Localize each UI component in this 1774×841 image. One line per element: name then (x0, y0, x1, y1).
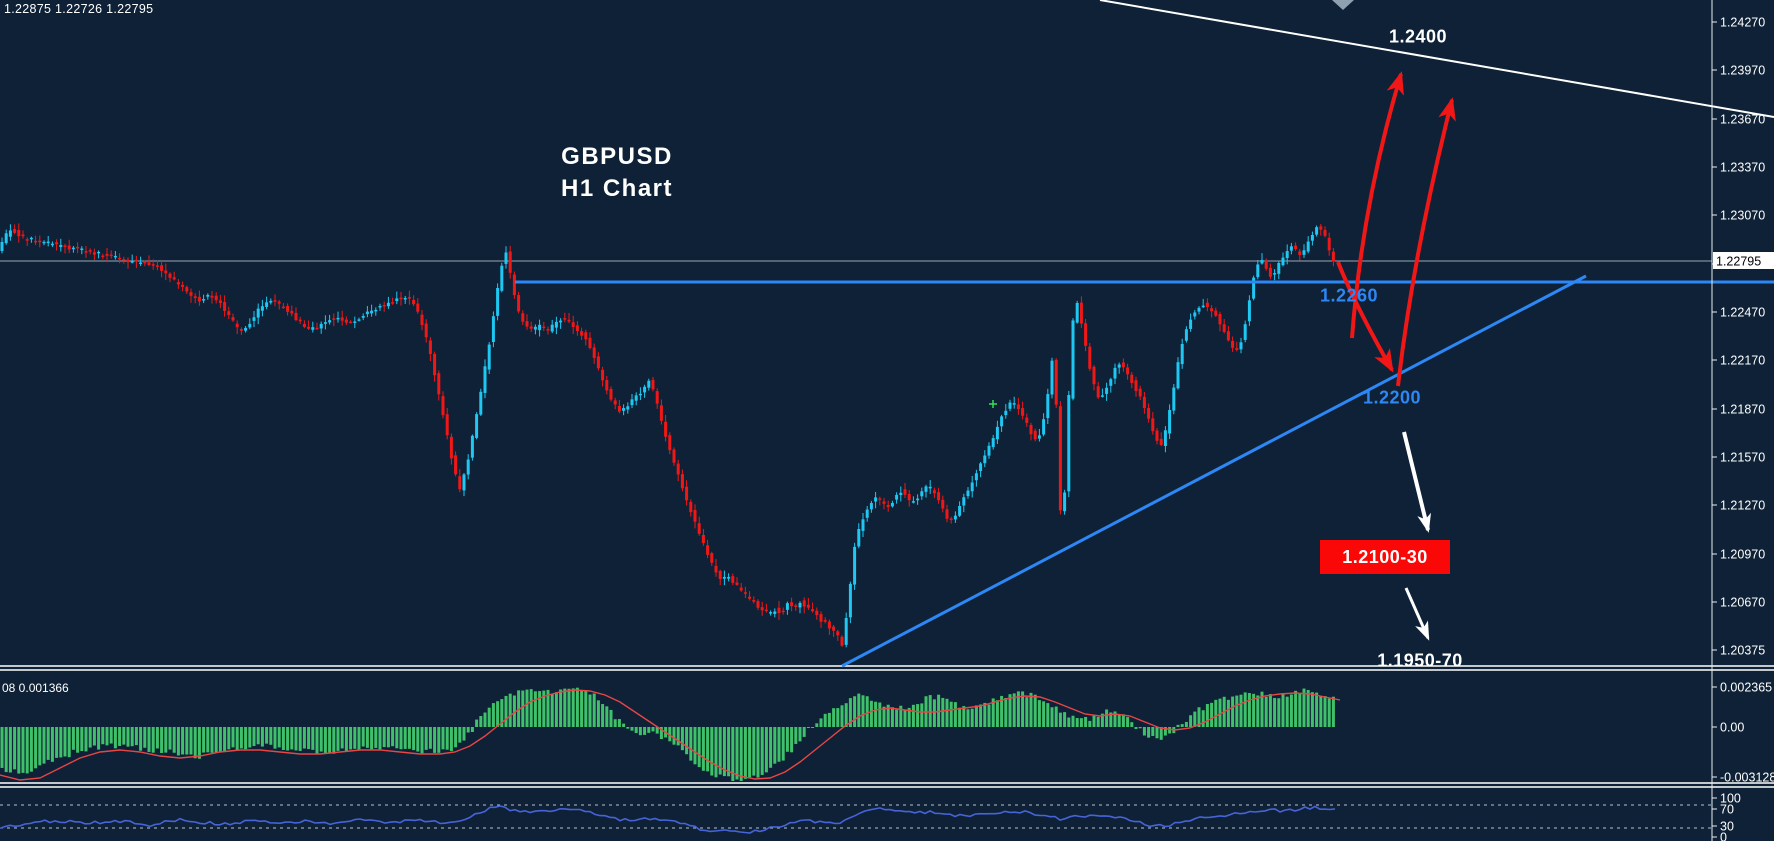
svg-text:1.20670: 1.20670 (1720, 596, 1765, 610)
ohlc-quote-readout: 1.22875 1.22726 1.22795 (4, 2, 154, 16)
price-candles-layer (0, 223, 1712, 648)
svg-text:-0.003128: -0.003128 (1720, 771, 1774, 785)
svg-text:0: 0 (1720, 831, 1727, 841)
rsi-indicator-layer (0, 805, 1336, 834)
svg-text:100: 100 (1720, 792, 1741, 806)
svg-text:0.002365: 0.002365 (1720, 681, 1772, 695)
projection-arrow-red-1[interactable] (1396, 97, 1456, 387)
chart-title-symbol[interactable]: GBPUSD (561, 143, 673, 170)
projection-arrow-red-0[interactable] (1336, 261, 1394, 373)
svg-text:70: 70 (1720, 803, 1734, 817)
projection-arrow-red-2[interactable] (1350, 71, 1404, 339)
svg-text:30: 30 (1720, 820, 1734, 834)
trendline-price-label[interactable]: 1.2200 (1362, 387, 1422, 408)
macd-indicator-layer (0, 687, 1341, 781)
projection-arrow-white-3[interactable] (1402, 431, 1431, 533)
svg-text:1.22795: 1.22795 (1716, 255, 1761, 269)
svg-text:1.20970: 1.20970 (1720, 548, 1765, 562)
upper-target-label[interactable]: 1.2400 (1388, 26, 1448, 47)
svg-text:1.23670: 1.23670 (1720, 113, 1765, 127)
indicator-level-lines (0, 804, 1712, 829)
chart-title-timeframe[interactable]: H1 Chart (560, 175, 674, 202)
svg-text:1.21270: 1.21270 (1720, 499, 1765, 513)
ascending-trendline[interactable] (841, 274, 1587, 668)
svg-text:1.23370: 1.23370 (1720, 161, 1765, 175)
svg-text:1.22170: 1.22170 (1720, 354, 1765, 368)
descending-trendline[interactable] (1099, 0, 1774, 118)
support-zone-box[interactable]: 1.2100-30 (1320, 540, 1450, 574)
svg-text:1.21870: 1.21870 (1720, 403, 1765, 417)
svg-text:1.21570: 1.21570 (1720, 451, 1765, 465)
svg-text:1.22470: 1.22470 (1720, 306, 1765, 320)
current-price-tag (1713, 252, 1774, 269)
macd-value-readout: 08 0.001366 (2, 681, 69, 695)
svg-text:1.23070: 1.23070 (1720, 209, 1765, 223)
svg-text:1.20375: 1.20375 (1720, 644, 1765, 658)
drawn-objects-layer[interactable] (515, 0, 1774, 668)
lower-zone-label[interactable]: 1.1950-70 (1377, 650, 1463, 671)
price-axis: 1.24270 1.23970 1.23670 1.23370 1.23070 1.227… (1711, 0, 1774, 841)
resistance-price-label[interactable]: 1.2260 (1319, 285, 1379, 306)
svg-text:0.00: 0.00 (1720, 721, 1744, 735)
projection-arrow-white-4[interactable] (1404, 587, 1430, 641)
chart-shift-triangle-icon[interactable] (1332, 0, 1354, 10)
svg-text:1.23970: 1.23970 (1720, 64, 1765, 78)
svg-text:1.24270: 1.24270 (1720, 16, 1765, 30)
